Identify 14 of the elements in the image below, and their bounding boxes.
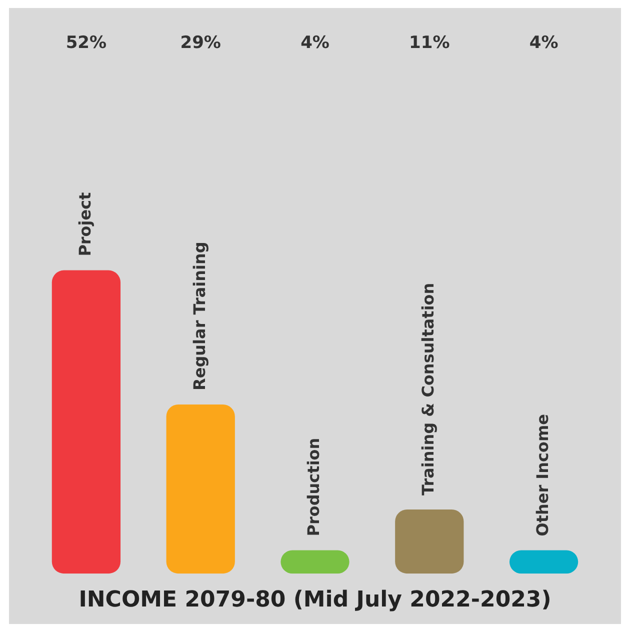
x-tick-label: Production bbox=[304, 438, 324, 536]
data-label: 29% bbox=[180, 32, 221, 53]
data-label: 4% bbox=[529, 32, 558, 53]
bar bbox=[52, 270, 121, 574]
text: INCOME 2079-80 (Mid July 2022-2023) bbox=[78, 588, 552, 613]
bar bbox=[166, 404, 235, 574]
x-tick-label: Regular Training bbox=[190, 242, 209, 390]
data-label: 11% bbox=[409, 32, 450, 53]
bar bbox=[395, 509, 464, 574]
data-label: 4% bbox=[300, 32, 330, 53]
data-label: 52% bbox=[66, 32, 107, 53]
x-tick-label: Project bbox=[75, 192, 94, 256]
x-tick-label: Other Income bbox=[532, 414, 552, 536]
x-tick-label: Training & Consultation bbox=[418, 282, 438, 496]
